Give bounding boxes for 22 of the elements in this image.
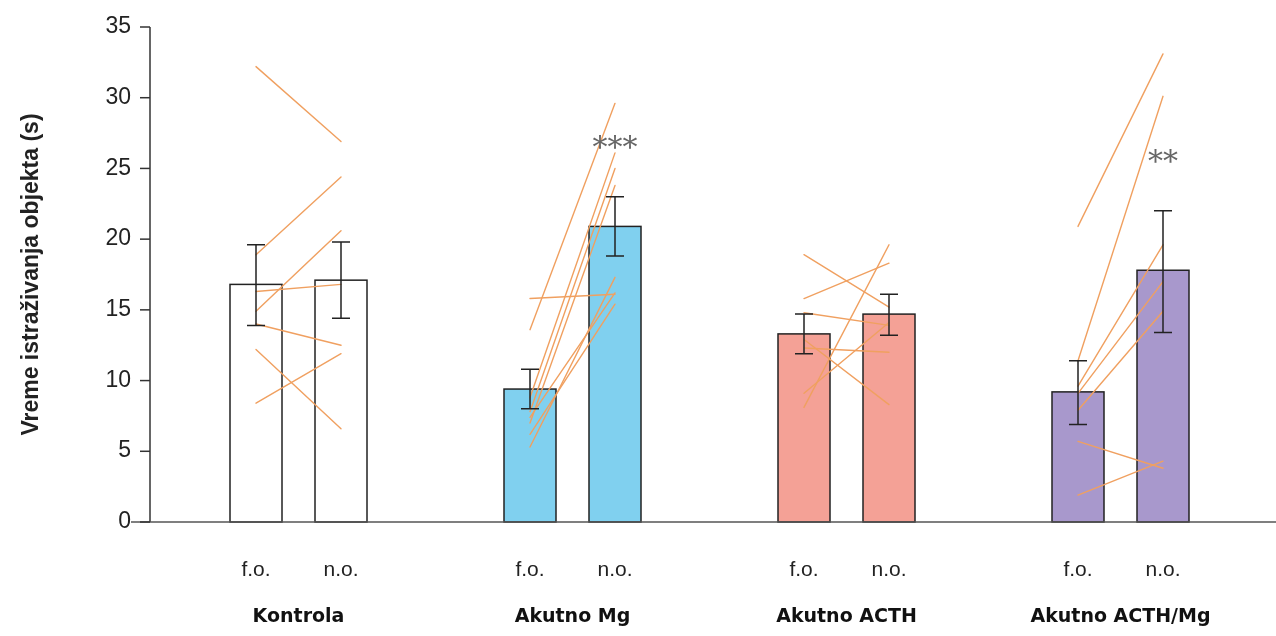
x-tick-label: n.o. [1145,557,1181,580]
x-tick-label: f.o. [515,557,545,580]
x-tick-label: n.o. [323,557,359,580]
y-tick-label: 25 [105,153,131,180]
y-tick-label: 30 [105,82,131,109]
y-tick-label: 5 [118,436,131,463]
y-tick-label: 35 [105,12,131,39]
y-tick-label: 15 [105,294,131,321]
y-axis-title: Vreme istraživanja objekta (s) [17,113,43,436]
y-tick-label: 0 [118,507,131,534]
y-tick-label: 10 [105,365,131,392]
text: Kontrola [252,604,345,626]
text: Akutno ACTH/Mg [1030,604,1211,626]
annotation: ** [1148,142,1178,178]
text: Akutno ACTH [776,604,917,626]
y-tick-label: 20 [105,224,131,251]
x-tick-label: f.o. [241,557,271,580]
x-tick-label: n.o. [871,557,907,580]
x-tick-label: f.o. [789,557,819,580]
text: Akutno Mg [514,604,631,626]
x-tick-label: f.o. [1063,557,1093,580]
x-tick-label: n.o. [597,557,633,580]
